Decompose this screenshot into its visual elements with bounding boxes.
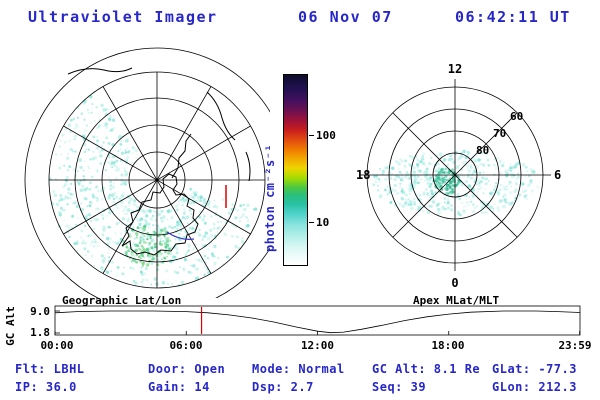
apex-grid xyxy=(359,79,551,271)
timeline-y-axis-label: GC Alt xyxy=(4,306,17,346)
colorbar-tick-label: 10 xyxy=(316,216,330,229)
colorbar-units-label: photon cm⁻²s⁻¹ xyxy=(263,143,277,252)
timeline-xtick-label: 18:00 xyxy=(431,339,464,352)
apex-mlat-mlt-plot: 12 0 18 6 60 70 80 xyxy=(356,62,561,290)
status-gc-alt: GC Alt: 8.1 Re xyxy=(372,362,481,376)
geo-meridians xyxy=(49,72,265,288)
status-filter: Flt: LBHL xyxy=(15,362,85,376)
timeline-xtick-label: 06:00 xyxy=(169,339,202,352)
timeline-ytick-bottom: 1.8 xyxy=(30,326,50,339)
app-title: Ultraviolet Imager xyxy=(28,8,218,26)
timeline-xtick-label: 23:59 xyxy=(558,339,591,352)
status-gain: Gain: 14 xyxy=(148,380,210,394)
timeline-right-panel-label: Apex MLat/MLT xyxy=(413,294,499,307)
timeline-left-panel-label: Geographic Lat/Lon xyxy=(62,294,181,307)
apex-aurora-scatter xyxy=(372,149,539,217)
coast-fragment xyxy=(67,67,133,75)
timeline-ytick-top: 9.0 xyxy=(30,305,50,318)
status-seq: Seq: 39 xyxy=(372,380,427,394)
mlt-spokes xyxy=(367,87,543,263)
mlt-label-6: 6 xyxy=(554,168,561,182)
colorbar-tick-mark xyxy=(309,222,314,223)
mlat-label-80: 80 xyxy=(476,144,489,157)
coast-fragment xyxy=(245,151,251,182)
status-dsp: Dsp: 2.7 xyxy=(252,380,314,394)
geo-grid xyxy=(24,47,270,298)
coast-fragment xyxy=(206,91,236,141)
mlat-label-70: 70 xyxy=(493,127,506,140)
colorbar-gradient xyxy=(283,74,308,266)
colorbar-tick-label: 100 xyxy=(316,129,336,142)
date-label: 06 Nov 07 xyxy=(298,8,393,26)
antarctica-coastline xyxy=(121,173,199,256)
geo-track-segment xyxy=(166,231,195,240)
geo-coastlines xyxy=(67,67,251,256)
colorbar-tick-mark xyxy=(309,135,314,136)
status-mode: Mode: Normal xyxy=(252,362,345,376)
geographic-polar-plot xyxy=(24,47,270,298)
status-door: Door: Open xyxy=(148,362,226,376)
antarctic-peninsula-coastline xyxy=(171,133,192,179)
geo-lat-circle-outer xyxy=(24,47,270,298)
mlt-label-0: 0 xyxy=(451,276,458,290)
mlat-label-60: 60 xyxy=(510,110,523,123)
timeline-xtick-marks xyxy=(54,331,581,335)
gc-alt-timeline: Geographic Lat/Lon Apex MLat/MLT GC Alt … xyxy=(4,294,592,352)
timeline-xtick-label: 00:00 xyxy=(40,339,73,352)
mlt-label-12: 12 xyxy=(448,62,462,76)
timeline-xtick-label: 12:00 xyxy=(301,339,334,352)
status-ip: IP: 36.0 xyxy=(15,380,77,394)
time-label: 06:42:11 UT xyxy=(455,8,571,26)
status-glat: GLat: -77.3 xyxy=(492,362,577,376)
mlt-label-18: 18 xyxy=(356,168,370,182)
gc-alt-curve xyxy=(54,307,581,334)
timeline-plot-box xyxy=(54,305,581,336)
status-glon: GLon: 212.3 xyxy=(492,380,577,394)
